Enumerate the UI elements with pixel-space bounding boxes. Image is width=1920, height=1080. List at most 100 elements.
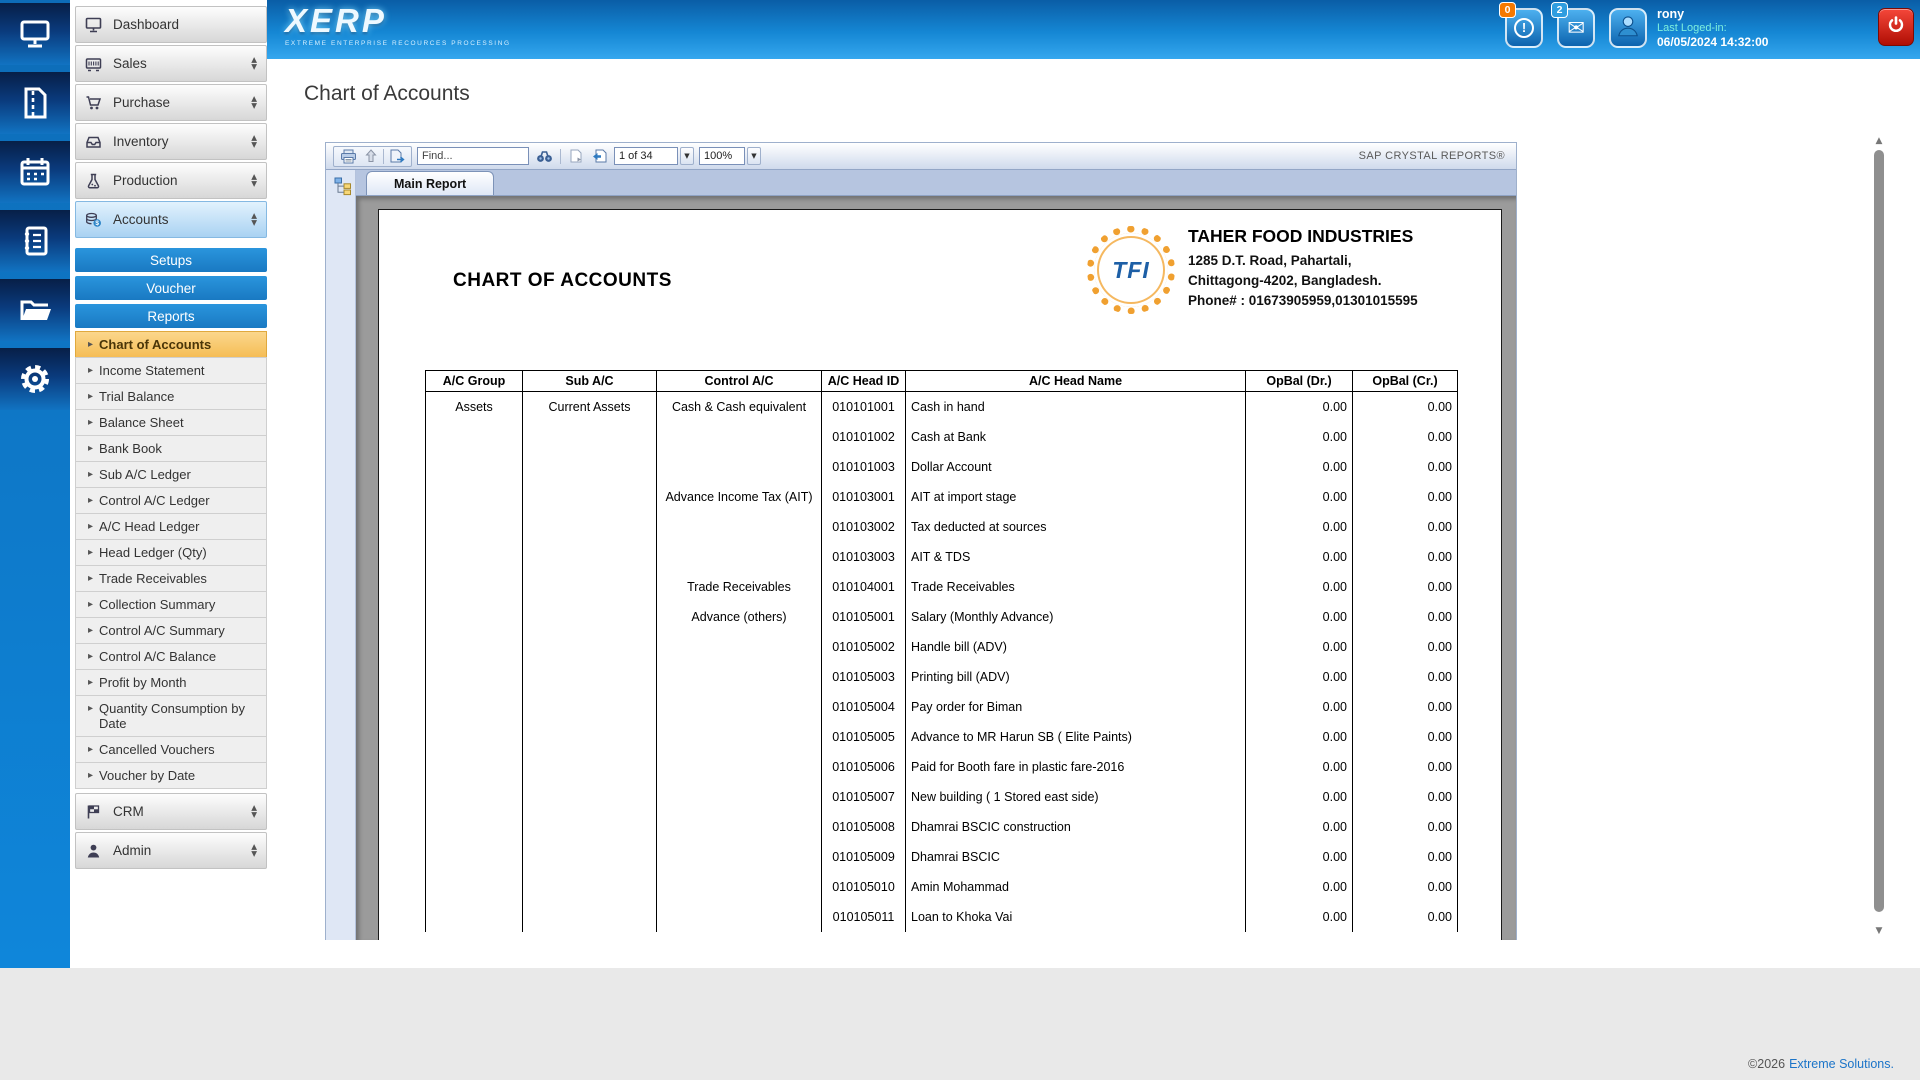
page-indicator-input[interactable]	[614, 147, 678, 165]
cell-ac-group	[426, 482, 523, 512]
zoom-level-input[interactable]	[699, 147, 745, 165]
extreme-solutions-link[interactable]: Extreme Solutions.	[1789, 1057, 1894, 1071]
logout-button[interactable]	[1878, 8, 1914, 46]
cell-sub-ac	[523, 782, 657, 812]
table-row: 010101003 Dollar Account 0.00 0.00	[426, 452, 1458, 482]
coins-icon: $	[85, 212, 113, 228]
report-canvas: CHART OF ACCOUNTS TFI TAHER FOOD INDUSTR…	[356, 196, 1516, 940]
reports-button[interactable]: Reports	[75, 304, 267, 328]
cell-sub-ac	[523, 812, 657, 842]
page-dropdown-button[interactable]: ▼	[680, 147, 694, 165]
cell-opbal-cr: 0.00	[1353, 512, 1458, 542]
sidebar-item-dashboard[interactable]: Dashboard	[75, 6, 267, 43]
table-row: 010105005 Advance to MR Harun SB ( Elite…	[426, 722, 1458, 752]
sidebar-report-item[interactable]: ▸ Head Ledger (Qty)	[75, 539, 267, 566]
export-button[interactable]	[387, 148, 407, 164]
scroll-up-arrow[interactable]: ▲	[1872, 136, 1886, 146]
triangle-right-icon: ▸	[88, 649, 93, 664]
ledger-book-icon	[17, 223, 53, 259]
voucher-button[interactable]: Voucher	[75, 276, 267, 300]
sidebar-report-item[interactable]: ▸ Quantity Consumption by Date	[75, 695, 267, 737]
cell-control-ac	[657, 662, 822, 692]
sidebar-report-item[interactable]: ▸ A/C Head Ledger	[75, 513, 267, 540]
cell-sub-ac	[523, 752, 657, 782]
notifications-button[interactable]: 0 !	[1505, 8, 1543, 48]
sidebar-report-item[interactable]: ▸ Trial Balance	[75, 383, 267, 410]
rail-settings-button[interactable]	[0, 348, 70, 410]
chart-of-accounts-table: A/C GroupSub A/CControl A/CA/C Head IDA/…	[425, 370, 1458, 932]
cell-opbal-cr: 0.00	[1353, 782, 1458, 812]
page-prev-button[interactable]	[566, 148, 585, 164]
export-up-button[interactable]	[362, 148, 380, 164]
sidebar-report-item[interactable]: ▸ Sub A/C Ledger	[75, 461, 267, 488]
sidebar-item-inventory[interactable]: Inventory ▲▼	[75, 123, 267, 160]
rail-calendar-button[interactable]	[0, 141, 70, 203]
copyright-text: ©2026	[1748, 1057, 1785, 1071]
cell-ac-head-id: 010105004	[822, 692, 906, 722]
print-button[interactable]	[338, 148, 359, 165]
sidebar-report-item[interactable]: ▸ Voucher by Date	[75, 762, 267, 789]
setups-button[interactable]: Setups	[75, 248, 267, 272]
xerp-logo[interactable]: XERP EXTREME ENTERPRISE RECOURCES PROCES…	[285, 3, 511, 47]
sidebar-item-sales[interactable]: Sales ▲▼	[75, 45, 267, 82]
scrollbar-thumb[interactable]	[1874, 150, 1884, 912]
sidebar-report-item[interactable]: ▸ Trade Receivables	[75, 565, 267, 592]
cell-sub-ac	[523, 662, 657, 692]
rail-document-button[interactable]	[0, 72, 70, 134]
rail-folder-button[interactable]	[0, 279, 70, 341]
sidebar-report-item[interactable]: ▸ Bank Book	[75, 435, 267, 462]
cell-control-ac	[657, 842, 822, 872]
sidebar-report-item[interactable]: ▸ Control A/C Ledger	[75, 487, 267, 514]
sidebar-item-admin[interactable]: Admin ▲▼	[75, 832, 267, 869]
user-block: rony Last Loged-in: 06/05/2024 14:32:00	[1609, 7, 1768, 49]
cell-opbal-dr: 0.00	[1246, 602, 1353, 632]
viewer-body: Main Report CHART OF ACCOUNTS TFI TAHER …	[326, 170, 1516, 940]
sidebar-item-accounts[interactable]: $ Accounts ▲▼	[75, 201, 267, 238]
cell-ac-head-id: 010101002	[822, 422, 906, 452]
cell-opbal-dr: 0.00	[1246, 542, 1353, 572]
sidebar-report-item[interactable]: ▸ Control A/C Balance	[75, 643, 267, 670]
sidebar-item-crm[interactable]: CRM ▲▼	[75, 793, 267, 830]
cell-opbal-cr: 0.00	[1353, 812, 1458, 842]
header-right-cluster: 0 ! 2 ✉ rony Last Loged-in: 06/05/2024 1…	[1505, 7, 1768, 49]
cell-control-ac	[657, 812, 822, 842]
search-binoculars-button[interactable]	[534, 148, 555, 164]
cell-ac-head-name: Trade Receivables	[906, 572, 1246, 602]
triangle-right-icon: ▸	[88, 701, 93, 716]
expand-arrows-icon: ▲▼	[251, 96, 257, 109]
avatar-button[interactable]	[1609, 8, 1647, 48]
cell-control-ac	[657, 782, 822, 812]
page-next-button[interactable]	[590, 148, 609, 164]
sidebar-report-item[interactable]: ▸ Control A/C Summary	[75, 617, 267, 644]
sidebar-report-item[interactable]: ▸ Chart of Accounts	[75, 331, 267, 358]
sidebar-report-item[interactable]: ▸ Profit by Month	[75, 669, 267, 696]
sidebar-report-item[interactable]: ▸ Balance Sheet	[75, 409, 267, 436]
sidebar-item-purchase[interactable]: Purchase ▲▼	[75, 84, 267, 121]
zip-document-icon	[17, 85, 53, 121]
find-input[interactable]	[417, 147, 529, 165]
cell-control-ac: Advance (others)	[657, 602, 822, 632]
triangle-right-icon: ▸	[88, 363, 93, 378]
sidebar-report-item[interactable]: ▸ Cancelled Vouchers	[75, 736, 267, 763]
tab-main-report[interactable]: Main Report	[366, 171, 494, 195]
cell-ac-head-name: Tax deducted at sources	[906, 512, 1246, 542]
person-icon	[85, 843, 113, 859]
cell-ac-group	[426, 752, 523, 782]
rail-ledger-button[interactable]	[0, 210, 70, 272]
messages-button[interactable]: 2 ✉	[1557, 8, 1595, 48]
scroll-down-arrow[interactable]: ▼	[1872, 926, 1886, 936]
triangle-right-icon: ▸	[88, 415, 93, 430]
table-header-cell: A/C Group	[426, 371, 523, 392]
cell-ac-head-name: Cash at Bank	[906, 422, 1246, 452]
sidebar-item-label: CRM	[113, 804, 144, 819]
sidebar-item-production[interactable]: Production ▲▼	[75, 162, 267, 199]
cell-ac-head-name: Handle bill (ADV)	[906, 632, 1246, 662]
crystal-report-viewer: ▼ ▼ SAP CRYSTAL REPORTS® Main Report CHA…	[325, 142, 1517, 940]
rail-monitor-button[interactable]	[0, 3, 70, 65]
cell-opbal-dr: 0.00	[1246, 872, 1353, 902]
svg-text:$: $	[95, 220, 99, 227]
sidebar-report-item[interactable]: ▸ Income Statement	[75, 357, 267, 384]
sidebar-report-item[interactable]: ▸ Collection Summary	[75, 591, 267, 618]
group-tree-icon[interactable]	[331, 176, 355, 197]
zoom-dropdown-button[interactable]: ▼	[747, 147, 761, 165]
